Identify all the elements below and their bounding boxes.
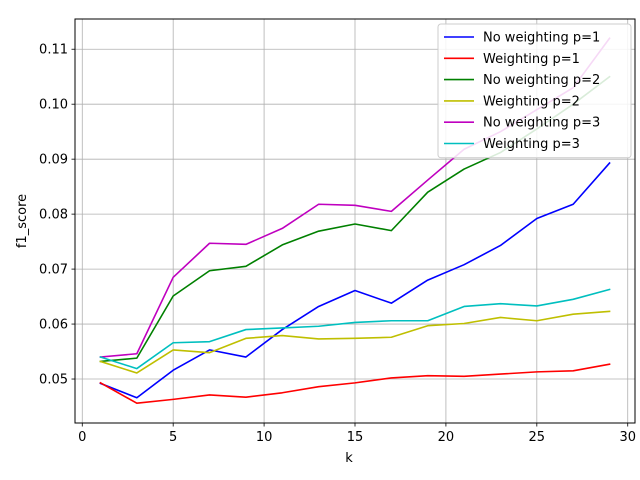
x-axis-label: k [345,451,353,466]
y-tick-label: 0.05 [39,373,68,388]
legend-box [437,23,632,159]
y-tick-label: 0.11 [39,43,68,58]
legend: No weighting p=1 Weighting p=1 No weightin… [437,23,632,159]
tick-layer: 0 5 10 15 20 25 30 0.05 0.06 0.07 0.08 0.09 0.10 0.11 [39,43,636,445]
x-tick-label: 0 [78,430,86,445]
y-tick-label: 0.09 [39,153,68,168]
y-axis-label: f1_score [15,194,30,248]
legend-label: Weighting p=1 [483,52,580,67]
series-line-4 [99,310,611,374]
legend-label: Weighting p=2 [483,94,580,109]
legend-label: No weighting p=1 [483,31,600,46]
legend-label: No weighting p=2 [483,73,600,88]
x-tick-label: 15 [347,430,364,445]
series-line-2 [99,363,611,405]
y-tick-label: 0.07 [39,263,68,278]
x-tick-label: 10 [256,430,273,445]
x-tick-label: 30 [619,430,636,445]
series-line-6 [99,288,611,370]
legend-label: Weighting p=3 [483,137,580,152]
y-tick-label: 0.10 [39,98,68,113]
x-tick-label: 20 [438,430,455,445]
y-tick-label: 0.06 [39,318,68,333]
series-line-1 [99,161,611,399]
legend-label: No weighting p=3 [483,116,600,131]
x-tick-label: 25 [529,430,546,445]
x-tick-label: 5 [169,430,177,445]
y-tick-label: 0.08 [39,208,68,223]
